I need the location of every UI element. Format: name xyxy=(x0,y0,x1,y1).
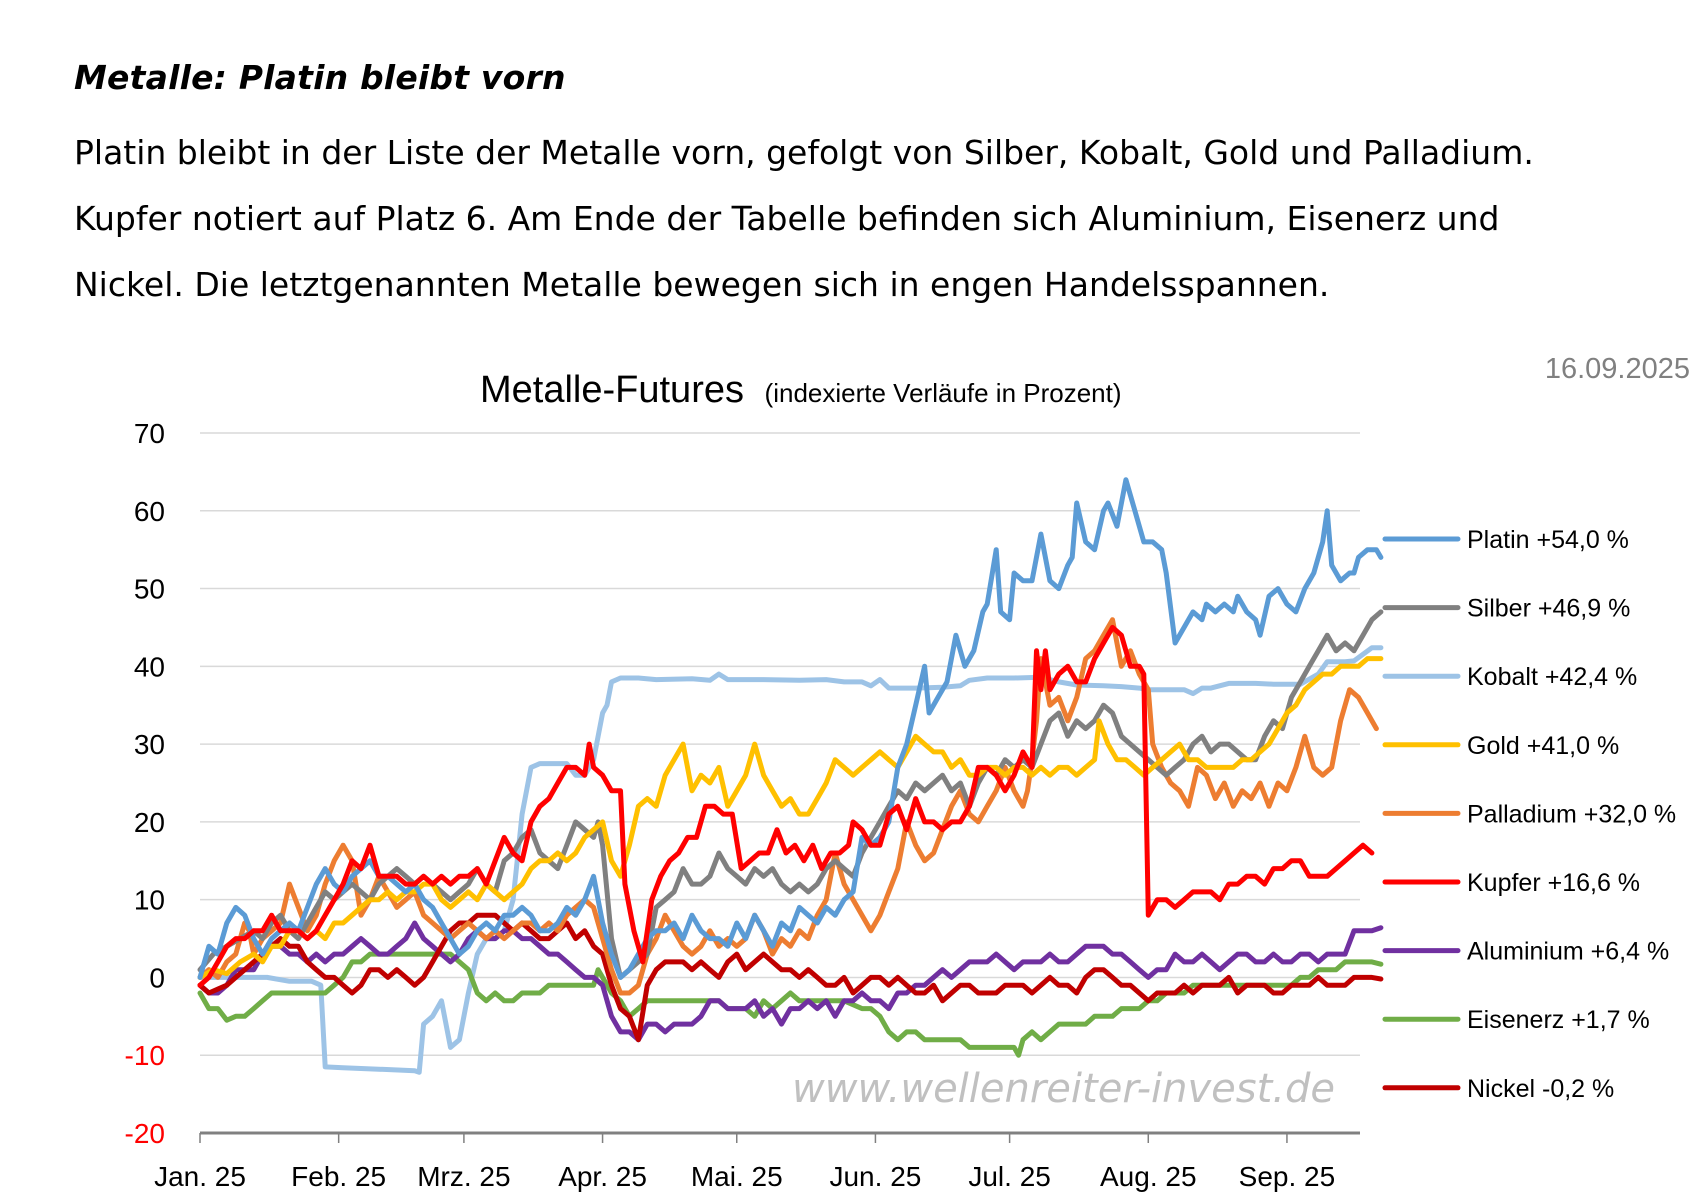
legend-label-kobalt: Kobalt +42,4 % xyxy=(1467,663,1637,691)
y-tick-label: 40 xyxy=(134,651,165,682)
chart-title: Metalle-Futures (indexierte Verläufe in … xyxy=(480,369,1122,411)
paragraph-line: Kupfer notiert auf Platz 6. Am Ende der … xyxy=(74,199,1500,238)
series-line-kobalt xyxy=(197,645,1384,1075)
y-tick-label: -20 xyxy=(125,1118,165,1149)
y-tick-label: 60 xyxy=(134,496,165,527)
chart-title-main: Metalle-Futures xyxy=(480,369,744,411)
x-tick-label: Apr. 25 xyxy=(558,1161,647,1192)
y-tick-label: 50 xyxy=(134,574,165,605)
series-line-palladium xyxy=(197,617,1379,996)
x-tick-label: Sep. 25 xyxy=(1239,1161,1336,1192)
x-axis: Jan. 25 Feb. 25 Mrz. 25 Apr. 25 Mai. 25 Jun. … xyxy=(154,1131,1360,1192)
y-axis: 70 60 50 40 30 20 10 0 -10 -20 xyxy=(125,418,165,1149)
x-tick-label: Aug. 25 xyxy=(1100,1161,1197,1192)
legend-label-platin: Platin +54,0 % xyxy=(1467,526,1629,554)
article-paragraph: Platin bleibt in der Liste der Metalle v… xyxy=(74,120,1694,318)
x-tick-label: Mrz. 25 xyxy=(417,1161,510,1192)
watermark: www.wellenreiter-invest.de xyxy=(792,1066,1335,1112)
legend-label-gold: Gold +41,0 % xyxy=(1467,732,1619,760)
legend-label-nickel: Nickel -0,2 % xyxy=(1467,1075,1614,1103)
article-heading: Metalle: Platin bleibt vorn xyxy=(74,58,566,97)
series-line-kupfer xyxy=(197,624,1375,988)
chart-subtitle: (indexierte Verläufe in Prozent) xyxy=(765,378,1122,408)
series-line-nickel xyxy=(197,912,1384,1043)
series-lines xyxy=(197,477,1384,1075)
legend-label-silber: Silber +46,9 % xyxy=(1467,595,1630,623)
x-tick-label: Feb. 25 xyxy=(291,1161,386,1192)
legend-label-eisenerz: Eisenerz +1,7 % xyxy=(1467,1006,1650,1034)
x-tick-label: Jun. 25 xyxy=(829,1161,921,1192)
series-line-gold xyxy=(197,656,1384,980)
y-tick-label: 0 xyxy=(149,962,165,993)
y-tick-label: 70 xyxy=(134,418,165,449)
x-tick-label: Jul. 25 xyxy=(968,1161,1051,1192)
paragraph-line: Platin bleibt in der Liste der Metalle v… xyxy=(74,133,1534,172)
legend-label-palladium: Palladium +32,0 % xyxy=(1467,800,1676,828)
x-tick-label: Mai. 25 xyxy=(691,1161,783,1192)
legend-label-aluminium: Aluminium +6,4 % xyxy=(1467,938,1669,966)
series-line-aluminium xyxy=(197,920,1384,1043)
chart-date: 16.09.2025 xyxy=(1545,353,1690,385)
series-line-platin xyxy=(197,477,1384,980)
legend: Platin +54,0 % Silber +46,9 % Kobalt +42,4… xyxy=(1382,526,1676,1103)
y-tick-label: 20 xyxy=(134,807,165,838)
paragraph-line: Nickel. Die letztgenannten Metalle beweg… xyxy=(74,265,1330,304)
legend-label-kupfer: Kupfer +16,6 % xyxy=(1467,869,1640,897)
y-tick-label: 10 xyxy=(134,885,165,916)
x-tick-label: Jan. 25 xyxy=(154,1161,246,1192)
y-tick-label: -10 xyxy=(125,1040,165,1071)
y-tick-label: 30 xyxy=(134,729,165,760)
